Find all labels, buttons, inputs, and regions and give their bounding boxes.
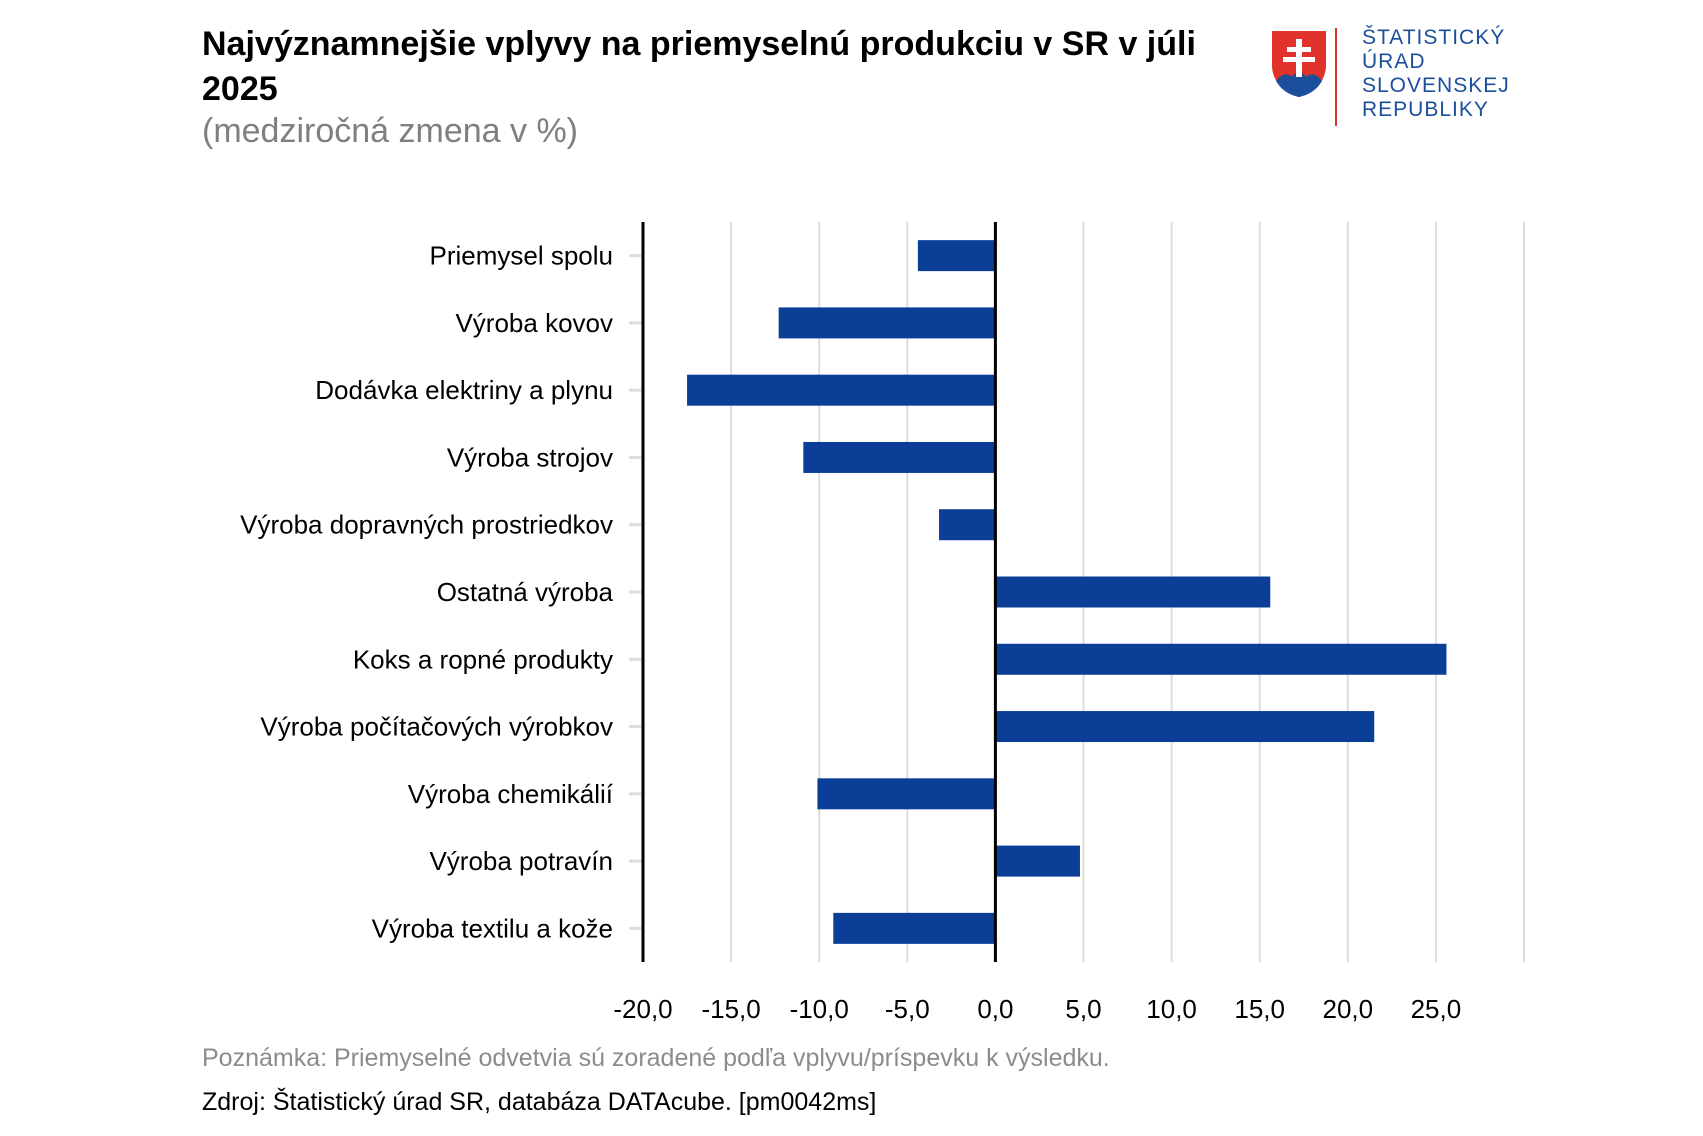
category-label: Dodávka elektriny a plynu [315, 375, 613, 405]
chart-note: Poznámka: Priemyselné odvetvia sú zorade… [202, 1044, 1110, 1072]
x-tick-label: 15,0 [1234, 994, 1285, 1024]
logo-text: ŠTATISTICKÝ ÚRAD SLOVENSKEJ REPUBLIKY [1362, 26, 1510, 122]
category-label: Výroba počítačových výrobkov [260, 712, 613, 742]
bar [939, 509, 996, 541]
category-label: Výroba potravín [429, 846, 613, 876]
x-tick-label: 20,0 [1322, 994, 1373, 1024]
category-label: Výroba chemikálií [408, 779, 614, 809]
bar [995, 711, 1375, 743]
category-label: Výroba dopravných prostriedkov [240, 510, 613, 540]
bar-chart: Priemysel spolu Výroba kovov Dodávka elekt… [240, 222, 1525, 1024]
slovak-coat-of-arms-icon [1272, 31, 1326, 97]
x-tick-label: -15,0 [701, 994, 760, 1024]
bar [833, 912, 996, 944]
chart-subtitle: (medziročná zmena v %) [202, 112, 579, 150]
chart-source: Zdroj: Štatistický úrad SR, databáza DAT… [202, 1088, 877, 1116]
category-label: Priemysel spolu [429, 241, 613, 271]
category-label: Výroba strojov [447, 442, 613, 472]
logo-line-2: ÚRAD [1362, 50, 1426, 73]
logo-line-3: SLOVENSKEJ [1362, 74, 1510, 97]
bar [687, 374, 996, 406]
bar [995, 643, 1447, 675]
x-tick-label: 10,0 [1146, 994, 1197, 1024]
chart-title: Najvýznamnejšie vplyvy na priemyselnú pr… [202, 25, 1196, 108]
logo-line-4: REPUBLIKY [1362, 98, 1489, 121]
category-label: Výroba textilu a kože [372, 913, 613, 943]
x-tick-label: 25,0 [1411, 994, 1462, 1024]
category-label: Koks a ropné produkty [353, 644, 613, 674]
bar [778, 307, 996, 339]
logo: ŠTATISTICKÝ ÚRAD SLOVENSKEJ REPUBLIKY [1270, 26, 1530, 130]
x-tick-label: 5,0 [1065, 994, 1101, 1024]
bar [803, 441, 996, 473]
bar [995, 576, 1271, 608]
logo-line-1: ŠTATISTICKÝ [1362, 26, 1506, 49]
bar [917, 240, 996, 272]
x-tick-label: -5,0 [885, 994, 930, 1024]
category-label: Ostatná výroba [437, 577, 614, 607]
bar [817, 778, 996, 810]
logo-divider [1335, 28, 1337, 126]
x-tick-label: -20,0 [613, 994, 672, 1024]
category-label: Výroba kovov [455, 308, 613, 338]
x-tick-label: -10,0 [790, 994, 849, 1024]
bar [995, 845, 1080, 877]
x-tick-label: 0,0 [977, 994, 1013, 1024]
